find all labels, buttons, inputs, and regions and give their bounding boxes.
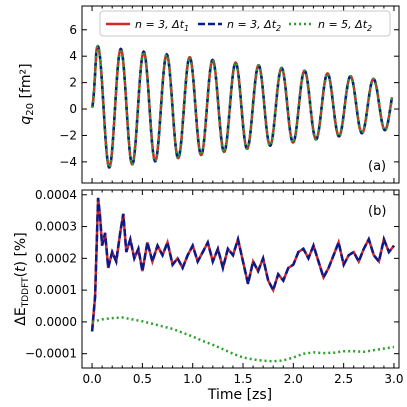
panel-a-ytick-label: −4 [59,155,77,169]
panel-b-ytick-label: 0.0004 [35,188,77,202]
panel-a-ytick-label: −2 [59,128,77,142]
x-axis-label: Time [zs] [207,387,272,403]
panel-a-series [90,44,394,169]
panel-b-ytick-label: 0.0000 [35,315,77,329]
panel-b-frame [81,189,400,369]
panel-b-xtick-label: 3.0 [384,372,403,386]
panel-a-label: (a) [368,159,386,174]
panel-a-ytick-label: 0 [69,102,77,116]
series-line-n3-dt1-energy [90,197,395,332]
panel-b-xtick-label: 0.0 [83,372,102,386]
panel-b-ytick-label: 0.0001 [35,283,77,297]
panel-a-ylabel: q20 [fm²] [18,63,36,124]
panel-a-ytick-label: 4 [69,49,77,63]
legend: n = 3, Δt1 n = 3, Δt2 n = 5, Δt2 [99,10,391,37]
panel-b-xtick-label: 0.5 [133,372,152,386]
series-line-n3-dt2-energy [90,197,395,332]
panel-a: −4 −2 0 2 4 6 n = 3, Δt1 n = 3, Δt2 n = 5, Δt… [18,5,400,184]
legend-label-1: n = 3, Δt1 [135,18,189,33]
panel-a-ytick-label: 2 [69,76,77,90]
panel-b-label: (b) [368,204,386,219]
panel-b-xtick-label: 1.0 [183,372,202,386]
panel-b-ytick-label: 0.0003 [35,220,77,234]
series-line-n5-dt2 [90,44,394,169]
panel-a-ytick-label: 6 [69,23,77,37]
panel-b-ytick-label: −0.0001 [25,347,77,361]
panel-b-ytick-label: 0.0002 [35,251,77,265]
legend-label-3: n = 5, Δt2 [318,18,372,33]
panel-b: 0.0 0.5 1.0 1.5 2.0 2.5 3.0 −0.0001 0.0000 0.0001… [13,188,404,403]
panel-b-xtick-label: 2.5 [334,372,353,386]
legend-label-2: n = 3, Δt2 [227,18,281,33]
panel-a-ticks: −4 −2 0 2 4 6 [59,6,399,183]
panel-b-xtick-label: 2.0 [284,372,303,386]
panel-b-xtick-label: 1.5 [233,372,252,386]
panel-b-ylabel: ΔETDDFT(t) [%] [13,232,31,325]
panel-b-series [90,197,395,363]
panel-a-frame [81,5,400,184]
series-line-n5-dt2-energy [91,316,395,363]
legend-box [99,10,391,37]
panel-b-ticks: 0.0 0.5 1.0 1.5 2.0 2.5 3.0 −0.0001 0.0000 0.0001… [25,188,404,386]
